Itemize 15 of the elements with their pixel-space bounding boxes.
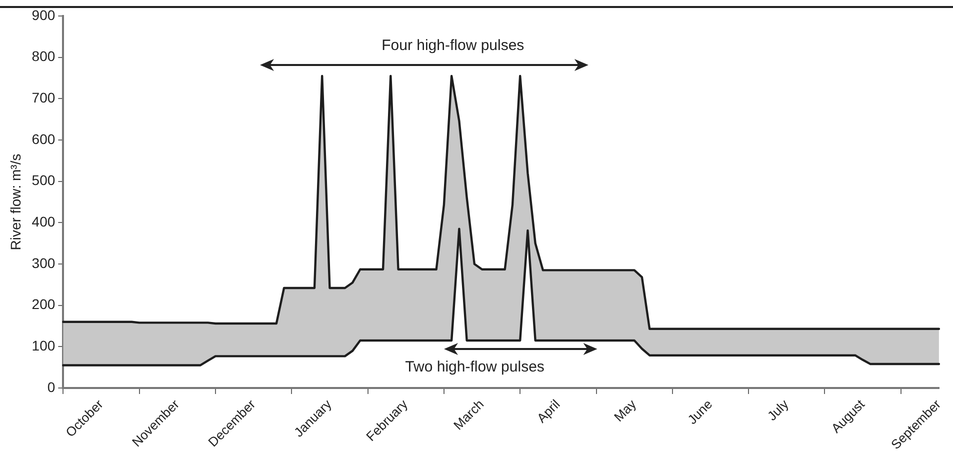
annotation: Two high-flow pulses xyxy=(405,358,544,376)
annotation: Four high-flow pulses xyxy=(382,36,524,54)
y-tick-label: 700 xyxy=(32,90,56,106)
x-tick-label: May xyxy=(611,396,640,425)
y-axis-title: River flow: m³/s xyxy=(7,154,24,250)
x-tick-label: July xyxy=(764,396,792,424)
y-tick-label: 100 xyxy=(32,338,56,354)
y-tick-label: 500 xyxy=(32,172,56,188)
y-tick-label: 0 xyxy=(47,378,56,395)
y-tick-label: 300 xyxy=(32,254,56,271)
y-tick-label: 400 xyxy=(32,214,56,230)
y-tick-label: 600 xyxy=(32,130,56,147)
y-tick-label: 900 xyxy=(32,6,56,23)
y-tick-label: 800 xyxy=(32,48,56,64)
y-tick-label: 200 xyxy=(32,296,56,312)
